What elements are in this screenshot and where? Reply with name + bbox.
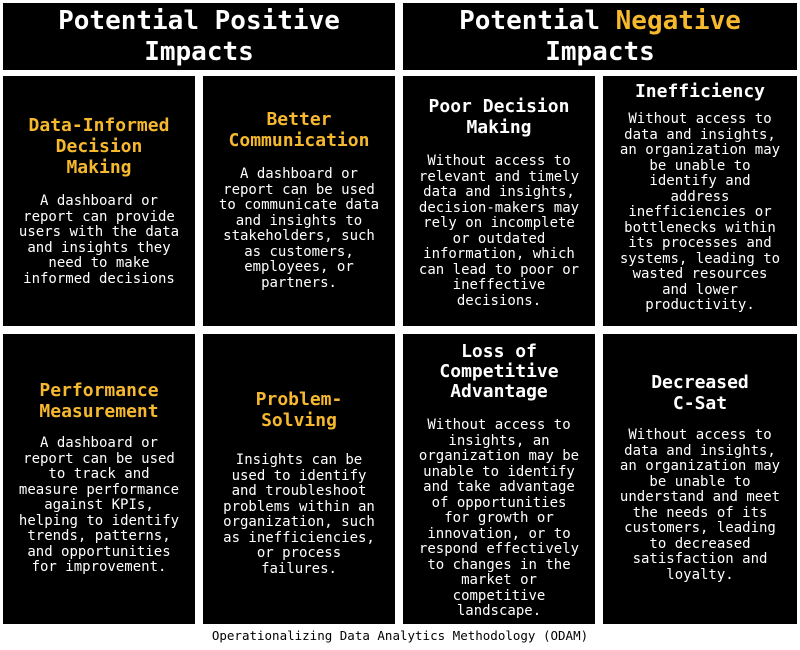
card-body: Insights can be used to identify and tro… <box>223 452 375 577</box>
card-body: A dashboard or report can provide users … <box>18 193 180 287</box>
card-title: Inefficiency <box>634 81 766 102</box>
negative-header-line1: Potential Negative <box>459 6 741 37</box>
card-title: Performance Measurement <box>39 380 159 422</box>
card-body: Without access to data and insights, an … <box>619 427 781 583</box>
card-body: Without access to data and insights, an … <box>619 111 781 313</box>
card-title: Decreased C-Sat <box>651 372 749 414</box>
footer-caption: Operationalizing Data Analytics Methodol… <box>211 628 589 643</box>
card-body: Without access to relevant and timely da… <box>418 153 580 309</box>
card-title: Poor Decision Making <box>428 96 570 138</box>
card-title: Better Communication <box>228 109 370 151</box>
card-title: Problem- Solving <box>255 389 343 431</box>
negative-header: Potential Negative Impacts <box>403 3 797 70</box>
card-inefficiency: Inefficiency Without access to data and … <box>603 76 797 326</box>
positive-header: Potential Positive Impacts <box>3 3 395 70</box>
card-body: A dashboard or report can be used to tra… <box>18 435 180 575</box>
card-body: A dashboard or report can be used to com… <box>218 166 380 291</box>
card-loss-of-competitive-advantage: Loss of Competitive Advantage Without ac… <box>403 334 595 624</box>
negative-header-accent: Negative <box>615 5 741 36</box>
positive-header-text: Potential Positive Impacts <box>58 5 340 67</box>
card-data-informed-decision-making: Data-Informed Decision Making A dashboar… <box>3 76 195 326</box>
card-poor-decision-making: Poor Decision Making Without access to r… <box>403 76 595 326</box>
card-better-communication: Better Communication A dashboard or repo… <box>203 76 395 326</box>
negative-header-line2: Impacts <box>545 36 655 67</box>
negative-header-prefix: Potential <box>459 5 616 36</box>
card-decreased-c-sat: Decreased C-Sat Without access to data a… <box>603 334 797 624</box>
card-problem-solving: Problem- Solving Insights can be used to… <box>203 334 395 624</box>
card-performance-measurement: Performance Measurement A dashboard or r… <box>3 334 195 624</box>
card-body: Without access to insights, an organizat… <box>418 417 580 619</box>
card-title: Loss of Competitive Advantage <box>439 341 559 402</box>
card-title: Data-Informed Decision Making <box>28 115 170 178</box>
